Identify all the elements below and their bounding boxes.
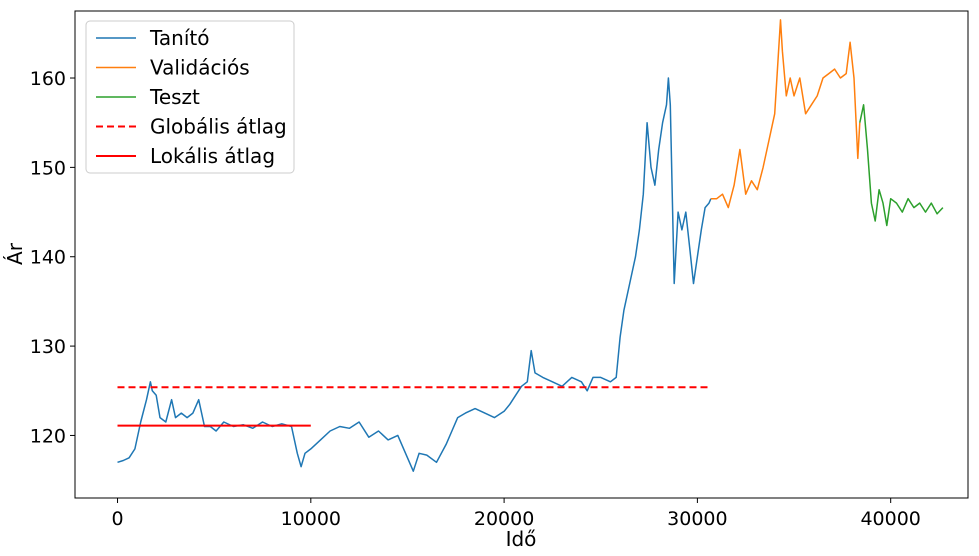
y-tick-label: 160: [30, 68, 66, 90]
x-tick-label: 40000: [860, 508, 920, 530]
legend-label: Globális átlag: [150, 115, 287, 139]
x-tick-label: 0: [111, 508, 123, 530]
y-axis: 120 130 140 150 160: [30, 68, 75, 447]
y-tick-label: 150: [30, 157, 66, 179]
x-tick-label: 10000: [281, 508, 341, 530]
x-axis: 0 10000 20000 30000 40000: [111, 498, 921, 530]
legend-label: Lokális átlag: [150, 144, 275, 168]
series-0-line: [117, 77, 712, 472]
x-tick-label: 30000: [667, 508, 727, 530]
legend-label: Teszt: [149, 85, 200, 109]
legend-label: Validációs: [150, 56, 250, 80]
y-tick-label: 120: [30, 425, 66, 447]
y-axis-label: Ár: [3, 242, 27, 265]
legend-items: Tanító Validációs Teszt Globális átlag Lokál…: [96, 26, 287, 168]
x-tick-label: 20000: [474, 508, 534, 530]
series-2-line: [859, 104, 944, 227]
series-layer: [117, 19, 944, 472]
series-1-line: [710, 19, 861, 209]
y-tick-label: 130: [30, 336, 66, 358]
legend: Tanító Validációs Teszt Globális átlag Lokál…: [85, 20, 295, 174]
y-tick-label: 140: [30, 247, 66, 269]
legend-box: [85, 20, 295, 174]
legend-label: Tanító: [149, 26, 209, 50]
x-axis-label: Idő: [506, 527, 537, 551]
plot-frame: [74, 10, 969, 499]
